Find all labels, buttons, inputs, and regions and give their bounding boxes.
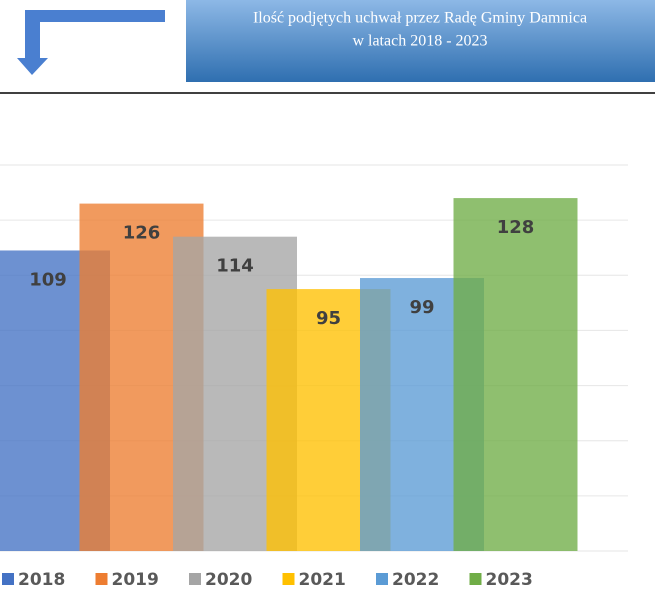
data-label: 95 — [316, 308, 341, 329]
legend-label: 2019 — [112, 570, 159, 590]
bar — [453, 198, 578, 552]
data-label: 114 — [216, 256, 254, 277]
chart-title: Ilość podjętych uchwał przez Radę Gminy … — [253, 10, 587, 27]
chart-subtitle: w latach 2018 - 2023 — [352, 33, 487, 50]
legend-swatch — [376, 573, 388, 585]
legend-swatch — [189, 573, 201, 585]
legend-label: 2018 — [18, 570, 65, 590]
legend-swatch — [95, 573, 108, 585]
title-box — [186, 0, 655, 82]
legend-label: 2023 — [486, 570, 533, 590]
legend-swatch — [469, 573, 482, 585]
legend-label: 2022 — [392, 570, 439, 590]
data-label: 99 — [409, 297, 434, 318]
legend-label: 2020 — [205, 570, 252, 590]
data-label: 109 — [29, 269, 67, 290]
legend-swatch — [2, 573, 14, 585]
data-label: 126 — [123, 223, 161, 244]
legend-label: 2021 — [299, 570, 346, 590]
legend-swatch — [282, 573, 295, 585]
data-label: 128 — [497, 217, 535, 238]
arrow-icon — [17, 10, 165, 75]
